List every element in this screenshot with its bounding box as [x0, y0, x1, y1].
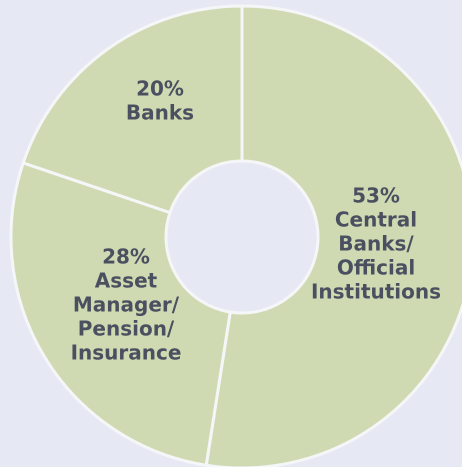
donut-slice	[9, 160, 232, 467]
slice-label: Institutions	[311, 280, 441, 304]
slice-label: Insurance	[71, 341, 182, 365]
slice-label: Asset	[95, 269, 158, 293]
slice-label: Official	[337, 256, 415, 280]
slice-value-label: 28%	[102, 245, 150, 269]
slice-label: Banks	[126, 101, 194, 125]
slice-label: Pension/	[78, 317, 175, 341]
slice-value-label: 20%	[136, 77, 184, 101]
donut-slice	[204, 4, 462, 467]
slice-label: Banks/	[338, 232, 414, 256]
slice-label: Manager/	[73, 293, 180, 317]
donut-slice	[21, 4, 244, 215]
slice-value-label: 53%	[352, 184, 400, 208]
slice-label: Central	[335, 208, 417, 232]
